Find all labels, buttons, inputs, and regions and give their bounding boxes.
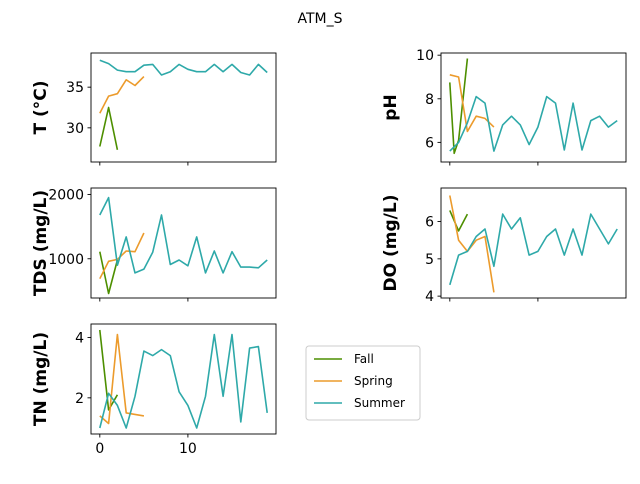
series-line-temp-summer (99, 59, 268, 76)
series-line-tds-summer (99, 196, 268, 274)
panel-do: 4 5 6 DO (mg/L) (381, 187, 627, 305)
chart-title: ATM_S (297, 11, 342, 27)
series-line-tn-summer (99, 333, 268, 429)
x-tick-label: 10 (179, 441, 197, 457)
y-tick-label-tds: 2000 (48, 187, 84, 203)
x-tick-label: 0 (95, 441, 104, 457)
legend-box (305, 345, 421, 421)
axes-frame-do (440, 187, 627, 299)
axes-frame-temp (90, 52, 277, 163)
y-tick-label-tds: 1000 (48, 252, 84, 268)
y-tick-label-do: 4 (425, 289, 434, 305)
series-line-tds-spring (99, 232, 145, 280)
series-line-ph-summer (449, 95, 618, 152)
axes-frame-tds (90, 187, 277, 299)
legend-label-spring: Spring (354, 374, 393, 388)
series-line-ph-spring (449, 74, 495, 133)
panel-tn: 2 4 0 10 TN (mg/L) (31, 323, 277, 457)
series-line-tn-spring (99, 333, 145, 425)
series-line-tn-fall (99, 329, 119, 411)
panel-ph: 6 8 10 pH (381, 48, 627, 166)
y-tick-label-temp: 30 (66, 121, 84, 137)
axes-frame-ph (440, 52, 627, 163)
y-tick-label-ph: 10 (416, 48, 434, 64)
y-axis-label-tn: TN (mg/L) (31, 332, 51, 426)
y-tick-label-tn: 4 (75, 331, 84, 347)
axes-frame-tn (90, 323, 277, 435)
y-axis-label-ph: pH (381, 94, 401, 120)
y-tick-label-temp: 35 (66, 80, 84, 96)
panel-temp: 30 35 T (°C) (31, 52, 277, 166)
series-line-do-fall (449, 210, 469, 232)
y-axis-label-tds: TDS (mg/L) (31, 190, 51, 296)
y-axis-label-temp: T (°C) (31, 80, 51, 134)
series-line-do-summer (449, 213, 618, 286)
series-line-temp-fall (99, 106, 119, 150)
series-line-temp-spring (99, 76, 145, 114)
y-tick-label-do: 5 (425, 252, 434, 268)
series-line-tds-fall (99, 251, 119, 295)
series-line-do-spring (449, 195, 495, 293)
legend-label-fall: Fall (354, 352, 374, 366)
y-tick-label-ph: 8 (425, 92, 434, 108)
y-axis-label-do: DO (mg/L) (381, 195, 401, 292)
y-tick-label-tn: 2 (75, 391, 84, 407)
y-tick-label-ph: 6 (425, 135, 434, 151)
legend-label-summer: Summer (354, 396, 405, 410)
y-tick-label-do: 6 (425, 215, 434, 231)
series-line-ph-fall (449, 58, 469, 155)
chart-legend: Fall Spring Summer (305, 345, 421, 421)
